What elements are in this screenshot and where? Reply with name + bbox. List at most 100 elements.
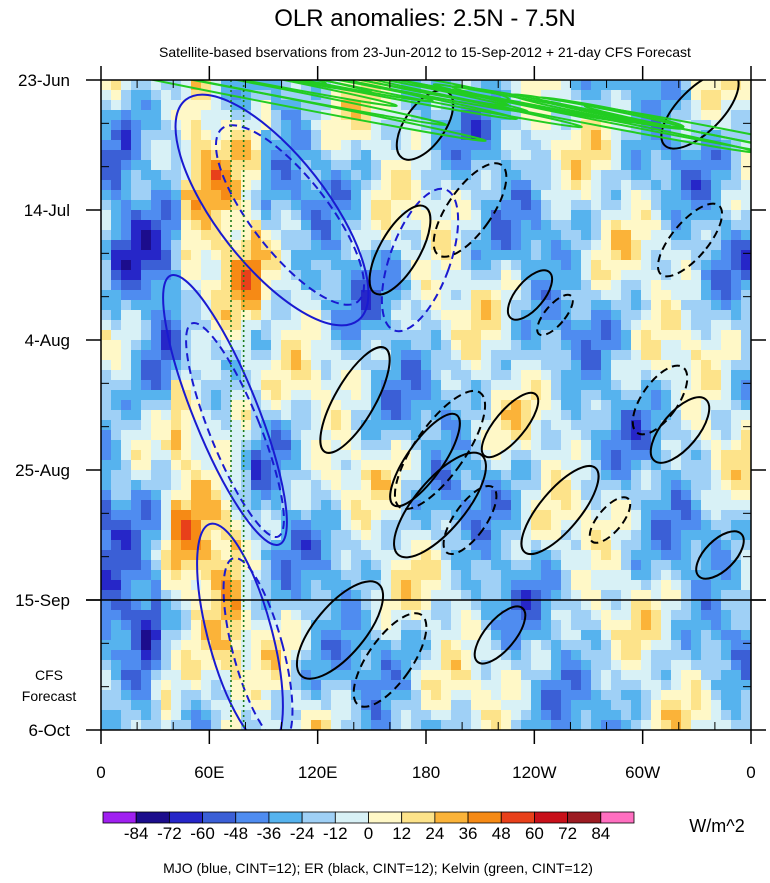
anomaly-cell: [281, 290, 291, 300]
anomaly-cell: [381, 430, 391, 440]
anomaly-cell: [551, 600, 561, 610]
anomaly-cell: [581, 660, 591, 670]
anomaly-cell: [261, 370, 271, 380]
anomaly-cell: [711, 90, 721, 100]
mjo-contour: [380, 187, 460, 333]
anomaly-cell: [511, 190, 521, 200]
anomaly-cell: [661, 550, 671, 560]
anomaly-cell: [181, 550, 191, 560]
anomaly-cell: [421, 160, 431, 170]
anomaly-cell: [261, 110, 271, 120]
anomaly-cell: [601, 540, 611, 550]
anomaly-cell: [691, 520, 701, 530]
anomaly-cell: [631, 290, 641, 300]
anomaly-cell: [221, 570, 231, 580]
anomaly-cell: [691, 540, 701, 550]
anomaly-cell: [341, 420, 351, 430]
anomaly-cell: [691, 660, 701, 670]
anomaly-cell: [391, 520, 401, 530]
anomaly-cell: [281, 140, 291, 150]
anomaly-cell: [381, 480, 391, 490]
anomaly-cell: [251, 130, 261, 140]
anomaly-cell: [211, 450, 221, 460]
anomaly-cell: [411, 370, 421, 380]
anomaly-cell: [231, 480, 241, 490]
anomaly-cell: [661, 710, 671, 720]
anomaly-cell: [281, 690, 291, 700]
anomaly-cell: [181, 680, 191, 690]
anomaly-cell: [481, 360, 491, 370]
anomaly-cell: [501, 150, 511, 160]
anomaly-cell: [521, 420, 531, 430]
anomaly-cell: [181, 460, 191, 470]
anomaly-cell: [391, 220, 401, 230]
anomaly-cell: [421, 490, 431, 500]
anomaly-cell: [691, 180, 701, 190]
anomaly-cell: [711, 630, 721, 640]
anomaly-cell: [281, 160, 291, 170]
anomaly-cell: [551, 640, 561, 650]
anomaly-cell: [141, 710, 151, 720]
anomaly-cell: [351, 290, 361, 300]
anomaly-cell: [371, 280, 381, 290]
anomaly-cell: [231, 390, 241, 400]
anomaly-cell: [401, 200, 411, 210]
anomaly-cell: [341, 600, 351, 610]
anomaly-cell: [231, 200, 241, 210]
anomaly-cell: [501, 700, 511, 710]
anomaly-cell: [301, 240, 311, 250]
anomaly-cell: [571, 710, 581, 720]
anomaly-cell: [501, 140, 511, 150]
anomaly-cell: [671, 80, 681, 90]
anomaly-cell: [281, 250, 291, 260]
anomaly-cell: [111, 220, 121, 230]
anomaly-cell: [151, 690, 161, 700]
anomaly-cell: [221, 700, 231, 710]
anomaly-cell: [441, 590, 451, 600]
anomaly-cell: [601, 340, 611, 350]
anomaly-cell: [691, 280, 701, 290]
anomaly-cell: [611, 410, 621, 420]
anomaly-cell: [151, 340, 161, 350]
anomaly-cell: [701, 480, 711, 490]
anomaly-cell: [341, 210, 351, 220]
anomaly-cell: [291, 530, 301, 540]
anomaly-cell: [371, 210, 381, 220]
anomaly-cell: [521, 280, 531, 290]
anomaly-cell: [271, 670, 281, 680]
anomaly-cell: [481, 670, 491, 680]
anomaly-cell: [501, 510, 511, 520]
anomaly-cell: [261, 600, 271, 610]
anomaly-cell: [271, 420, 281, 430]
anomaly-cell: [301, 230, 311, 240]
colorbar-units: W/m^2: [689, 816, 744, 836]
anomaly-cell: [151, 670, 161, 680]
anomaly-cell: [431, 220, 441, 230]
anomaly-cell: [451, 390, 461, 400]
anomaly-cell: [281, 90, 291, 100]
plot-area: [101, 80, 751, 730]
anomaly-cell: [711, 370, 721, 380]
anomaly-cell: [361, 250, 371, 260]
anomaly-cell: [731, 350, 741, 360]
anomaly-cell: [491, 400, 501, 410]
anomaly-cell: [401, 260, 411, 270]
anomaly-cell: [741, 230, 751, 240]
anomaly-cell: [421, 350, 431, 360]
anomaly-cell: [301, 220, 311, 230]
anomaly-cell: [121, 610, 131, 620]
anomaly-cell: [651, 170, 661, 180]
anomaly-cell: [191, 570, 201, 580]
anomaly-cell: [281, 220, 291, 230]
anomaly-cell: [621, 280, 631, 290]
anomaly-cell: [591, 380, 601, 390]
anomaly-cell: [651, 710, 661, 720]
anomaly-cell: [451, 310, 461, 320]
anomaly-cell: [601, 410, 611, 420]
anomaly-cell: [431, 370, 441, 380]
anomaly-cell: [131, 720, 141, 730]
anomaly-cell: [721, 150, 731, 160]
anomaly-cell: [481, 660, 491, 670]
anomaly-cell: [301, 520, 311, 530]
anomaly-cell: [191, 600, 201, 610]
